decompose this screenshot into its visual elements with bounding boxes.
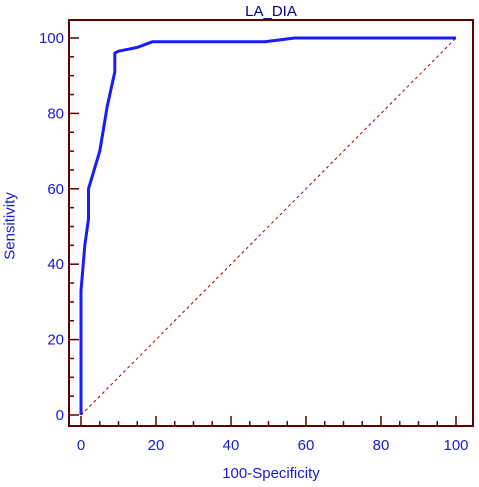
x-axis-label: 100-Specificity (222, 465, 320, 482)
plot-frame (68, 19, 474, 427)
tick-labels: 0 20 40 60 80 100 0 20 40 60 80 100 (39, 30, 469, 454)
y-tick-label: 40 (47, 256, 64, 273)
x-tick-label: 0 (77, 437, 85, 454)
x-tick-label: 100 (443, 437, 468, 454)
ticks (69, 37, 457, 426)
y-tick-label: 80 (47, 105, 64, 122)
x-tick-label: 40 (223, 437, 240, 454)
y-tick-label: 0 (56, 407, 64, 424)
x-tick-label: 80 (373, 437, 390, 454)
roc-curve-line (79, 36, 456, 415)
x-tick-label: 20 (148, 437, 165, 454)
y-tick-label: 100 (39, 30, 64, 47)
chart-title: LA_DIA (245, 3, 297, 20)
x-tick-label: 60 (298, 437, 315, 454)
reference-diagonal-line (80, 37, 457, 416)
y-axis-label: Sensitivity (1, 192, 19, 260)
y-tick-label: 20 (47, 332, 64, 349)
y-tick-label: 60 (47, 181, 64, 198)
